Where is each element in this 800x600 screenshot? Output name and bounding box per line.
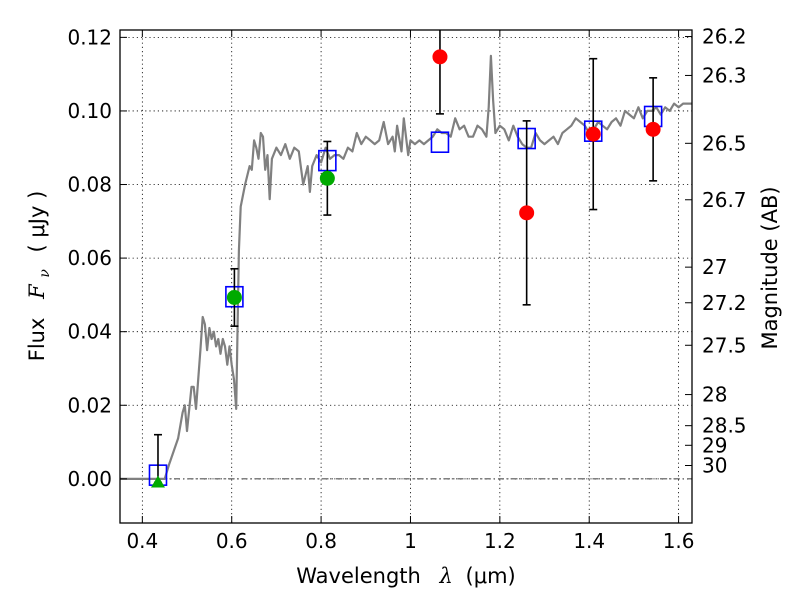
observed-ir-point	[519, 205, 535, 221]
y-tick-label: 0.10	[67, 99, 112, 123]
x-tick-label: 1.6	[663, 529, 695, 553]
x-tick-label: 1.4	[573, 529, 605, 553]
model-spectrum-line	[120, 54, 692, 480]
x-tick-label: 0.4	[126, 529, 158, 553]
y-tick-label: 0.02	[67, 393, 112, 417]
x-tick-label: 1.2	[484, 529, 516, 553]
y-axis-label-text: Flux	[25, 318, 49, 362]
y2-tick-label: 28	[702, 383, 727, 407]
y2-tick-label: 27	[702, 255, 727, 279]
y2-tick-label: 26.5	[702, 131, 747, 155]
y-tick-label: 0.12	[67, 25, 112, 49]
y-axis-subscript: ν	[37, 269, 53, 278]
y-tick-label: 0.06	[67, 246, 112, 270]
observed-ir-point	[432, 49, 448, 65]
y-axis-unit: ( μJy )	[25, 191, 49, 253]
observed-acs-point	[226, 289, 242, 305]
x-tick-label: 1	[404, 529, 417, 553]
y2-tick-label: 26.3	[702, 63, 747, 87]
observed-ir-point	[645, 121, 661, 137]
y-tick-label: 0.08	[67, 173, 112, 197]
y2-tick-label: 26.2	[702, 25, 747, 49]
x-axis-unit: (μm)	[466, 564, 516, 588]
y2-tick-label: 29	[702, 433, 727, 457]
tick-label-layer: 0.4 0.6 0.8 1 1.2 1.4 1.6 0.00 0.02 0.04 0.06 0.08 0…	[67, 25, 746, 553]
observed-ir-point	[585, 126, 601, 142]
y-tick-label: 0.00	[67, 467, 112, 491]
plot-area-background	[120, 30, 692, 523]
y2-tick-label: 27.2	[702, 291, 747, 315]
tick-layer	[120, 30, 692, 523]
x-tick-label: 0.8	[305, 529, 337, 553]
y2-tick-label: 26.7	[702, 188, 747, 212]
x-tick-label: 0.6	[216, 529, 248, 553]
x-axis-symbol: λ	[439, 564, 453, 588]
x-axis-label-text: Wavelength	[296, 564, 421, 588]
x-axis-label: Wavelength λ (μm)	[296, 564, 515, 588]
y2-tick-label: 28.5	[702, 414, 747, 438]
y-tick-label: 0.04	[67, 320, 112, 344]
y2-tick-label: 27.5	[702, 333, 747, 357]
observed-acs-point	[319, 170, 335, 186]
plot-frame	[119, 29, 693, 524]
y2-tick-label: 30	[702, 453, 727, 477]
spectrum-layer	[120, 54, 692, 480]
observed-marker-layer	[150, 49, 661, 488]
y-axis-label: Flux F ν ( μJy )	[25, 191, 54, 362]
model-band-square	[430, 131, 450, 154]
upper-limit-triangle	[150, 475, 165, 488]
y2-axis-label: Magnitude (AB)	[758, 186, 782, 349]
y-axis-symbol: F	[25, 283, 49, 300]
